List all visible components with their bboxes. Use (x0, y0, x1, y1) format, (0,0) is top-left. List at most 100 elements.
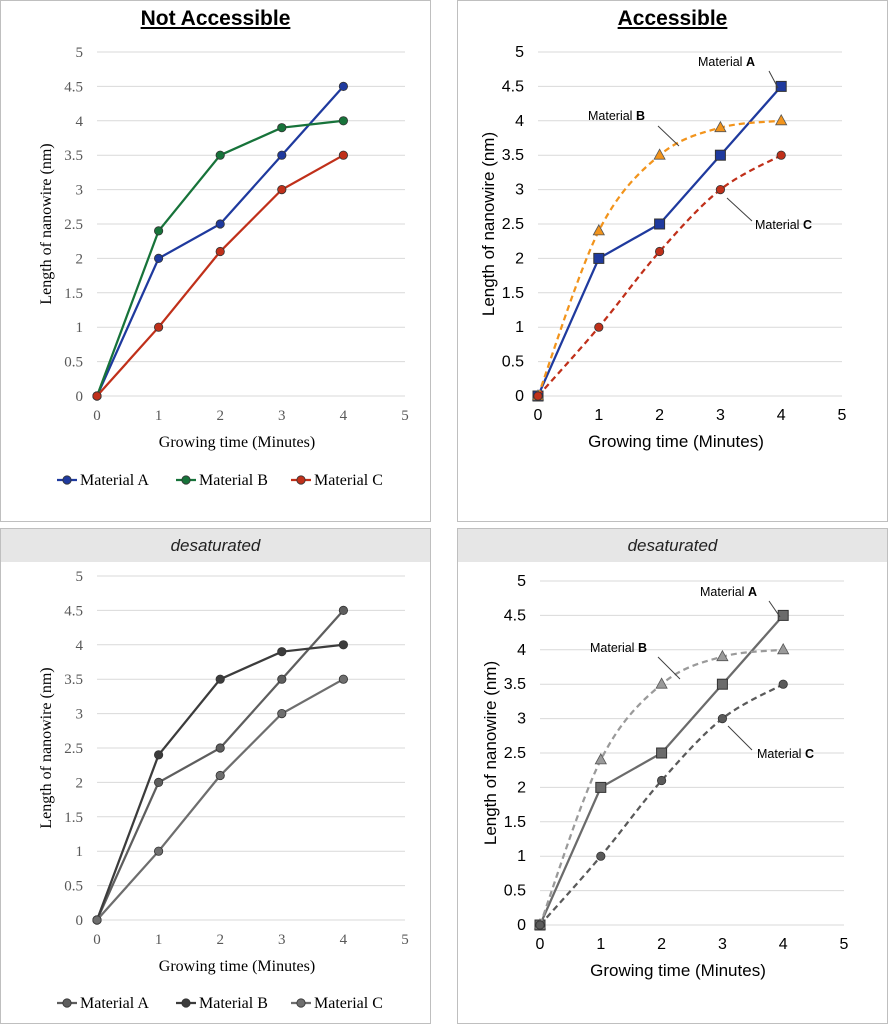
chart-not-accessible: 0 0.5 1 1.5 2 2.5 3 3.5 4 4.5 5 0 1 2 3 4 5 Growing time … (38, 45, 409, 489)
data-point-material-b (592, 224, 605, 236)
data-point-material-c (215, 770, 225, 781)
data-point-material-c (715, 185, 725, 195)
x-tick-label: 3 (718, 936, 727, 953)
y-tick-label: 3.5 (64, 672, 83, 688)
y-tick-label: 5 (515, 44, 524, 61)
x-tick-label: 4 (779, 936, 788, 953)
y-tick-label: 0.5 (504, 883, 526, 900)
y-tick-label: 3 (517, 711, 526, 728)
x-tick-label: 0 (93, 408, 101, 424)
data-point-material-c (594, 322, 604, 332)
y-tick-label: 2.5 (504, 745, 526, 762)
x-tick-label: 2 (657, 936, 666, 953)
data-point-material-a (656, 747, 668, 759)
data-point-material-b (655, 677, 668, 689)
data-point-material-a (277, 150, 287, 160)
data-point-material-b (338, 116, 348, 126)
x-axis-title: Growing time (Minutes) (159, 434, 315, 451)
y-tick-label: 4.5 (502, 78, 524, 95)
legend-marker-material-c (296, 475, 306, 485)
panel-desaturated-left: desaturated 0 0.5 1 1.5 2 2.5 3 3.5 4 4.5 5 0 1 2 3 4 5 G… (0, 528, 431, 1024)
data-point-material-b (777, 642, 790, 655)
data-point-material-a (215, 219, 225, 229)
data-point-material-a (595, 781, 607, 793)
y-tick-label: 0 (515, 388, 524, 405)
y-tick-label: 0.5 (64, 879, 83, 895)
data-point-material-a (154, 777, 164, 787)
desaturated-band: desaturated (1, 529, 430, 562)
x-tick-label: 5 (401, 408, 409, 424)
y-tick-label: 5 (76, 45, 84, 61)
data-point-material-a (338, 81, 348, 92)
x-tick-label: 3 (278, 408, 286, 424)
y-tick-label: 1.5 (504, 814, 526, 831)
panel-title: Not Accessible (140, 7, 291, 30)
x-axis-title: Growing time (Minutes) (159, 958, 315, 975)
series-line-material-a (95, 85, 345, 397)
series-line-material-c (539, 683, 784, 926)
data-point-material-a (593, 252, 605, 264)
chart-desaturated-left: 0 0.5 1 1.5 2 2.5 3 3.5 4 4.5 5 0 1 2 3 4 5 Growing time … (38, 569, 409, 1012)
data-point-material-b (277, 123, 287, 133)
x-tick-label: 3 (278, 932, 286, 948)
legend-label-material-c: Material C (314, 995, 383, 1012)
series-line-material-a (95, 609, 345, 921)
data-point-material-b (716, 649, 729, 662)
x-tick-label: 5 (401, 932, 409, 948)
series-line-material-b (538, 648, 784, 926)
y-tick-label: 0 (76, 389, 84, 405)
data-point-material-b (215, 150, 225, 160)
data-point-material-c (338, 150, 348, 160)
direct-label-material-a: Material A (698, 55, 755, 69)
y-tick-label: 2.5 (502, 216, 524, 233)
legend-label-material-b: Material B (199, 995, 268, 1012)
x-tick-label: 4 (340, 932, 348, 948)
y-tick-label: 1 (515, 319, 524, 336)
y-tick-label: 1 (517, 848, 526, 865)
y-tick-label: 1.5 (64, 810, 83, 826)
panel-not-accessible: Not Accessible 0 0.5 1 1.5 2 2.5 3 3.5 4 4.5 5 0 1 2 3… (0, 0, 431, 522)
data-point-material-b (215, 674, 225, 684)
data-point-material-b (775, 113, 788, 126)
y-tick-label: 4 (76, 638, 84, 654)
x-tick-label: 4 (340, 408, 348, 424)
data-point-material-c (655, 246, 665, 257)
x-tick-label: 2 (655, 407, 664, 424)
y-tick-label: 4.5 (64, 79, 83, 95)
y-tick-label: 2 (76, 251, 84, 267)
data-point-material-c (215, 246, 225, 257)
data-point-material-b (714, 120, 727, 133)
legend-label-material-a: Material A (80, 472, 149, 489)
chart-desaturated-right: 0 0.5 1 1.5 2 2.5 3 3.5 4 4.5 5 0 1 2 3 4 5 Growing time … (481, 573, 849, 980)
series-line-material-c (537, 154, 782, 397)
data-point-material-c (596, 851, 606, 861)
series-line-material-a (536, 85, 783, 397)
x-tick-label: 2 (216, 408, 224, 424)
label-leader-line (657, 656, 681, 680)
data-point-material-b (338, 640, 348, 650)
label-leader-line (768, 70, 779, 89)
y-tick-label: 3.5 (64, 148, 83, 164)
label-leader-line (727, 725, 753, 751)
legend-label-material-a: Material A (80, 995, 149, 1012)
legend-marker-material-a (62, 475, 72, 485)
x-tick-label: 1 (155, 932, 163, 948)
data-point-material-a (277, 674, 287, 684)
y-axis-title: Length of nanowire (nm) (479, 132, 498, 316)
data-point-material-c (154, 322, 164, 332)
y-axis-title: Length of nanowire (nm) (38, 667, 55, 828)
data-point-material-c (778, 679, 788, 689)
x-tick-label: 1 (594, 407, 603, 424)
data-point-material-a (714, 149, 726, 161)
label-leader-line (768, 600, 781, 618)
data-point-material-a (716, 678, 728, 690)
panel-accessible: Accessible 0 0.5 1 1.5 2 2.5 3 3.5 4 4.5 5 0 1 2 3 4 5 Gr… (457, 0, 888, 522)
y-tick-label: 2.5 (64, 217, 83, 233)
series-line-material-c (96, 154, 344, 397)
y-tick-label: 0.5 (502, 354, 524, 371)
data-point-material-c (535, 920, 545, 930)
panel-title: Accessible (617, 7, 728, 30)
x-tick-label: 1 (155, 408, 163, 424)
direct-label-material-b: Material B (590, 641, 647, 655)
y-tick-label: 3.5 (502, 147, 524, 164)
